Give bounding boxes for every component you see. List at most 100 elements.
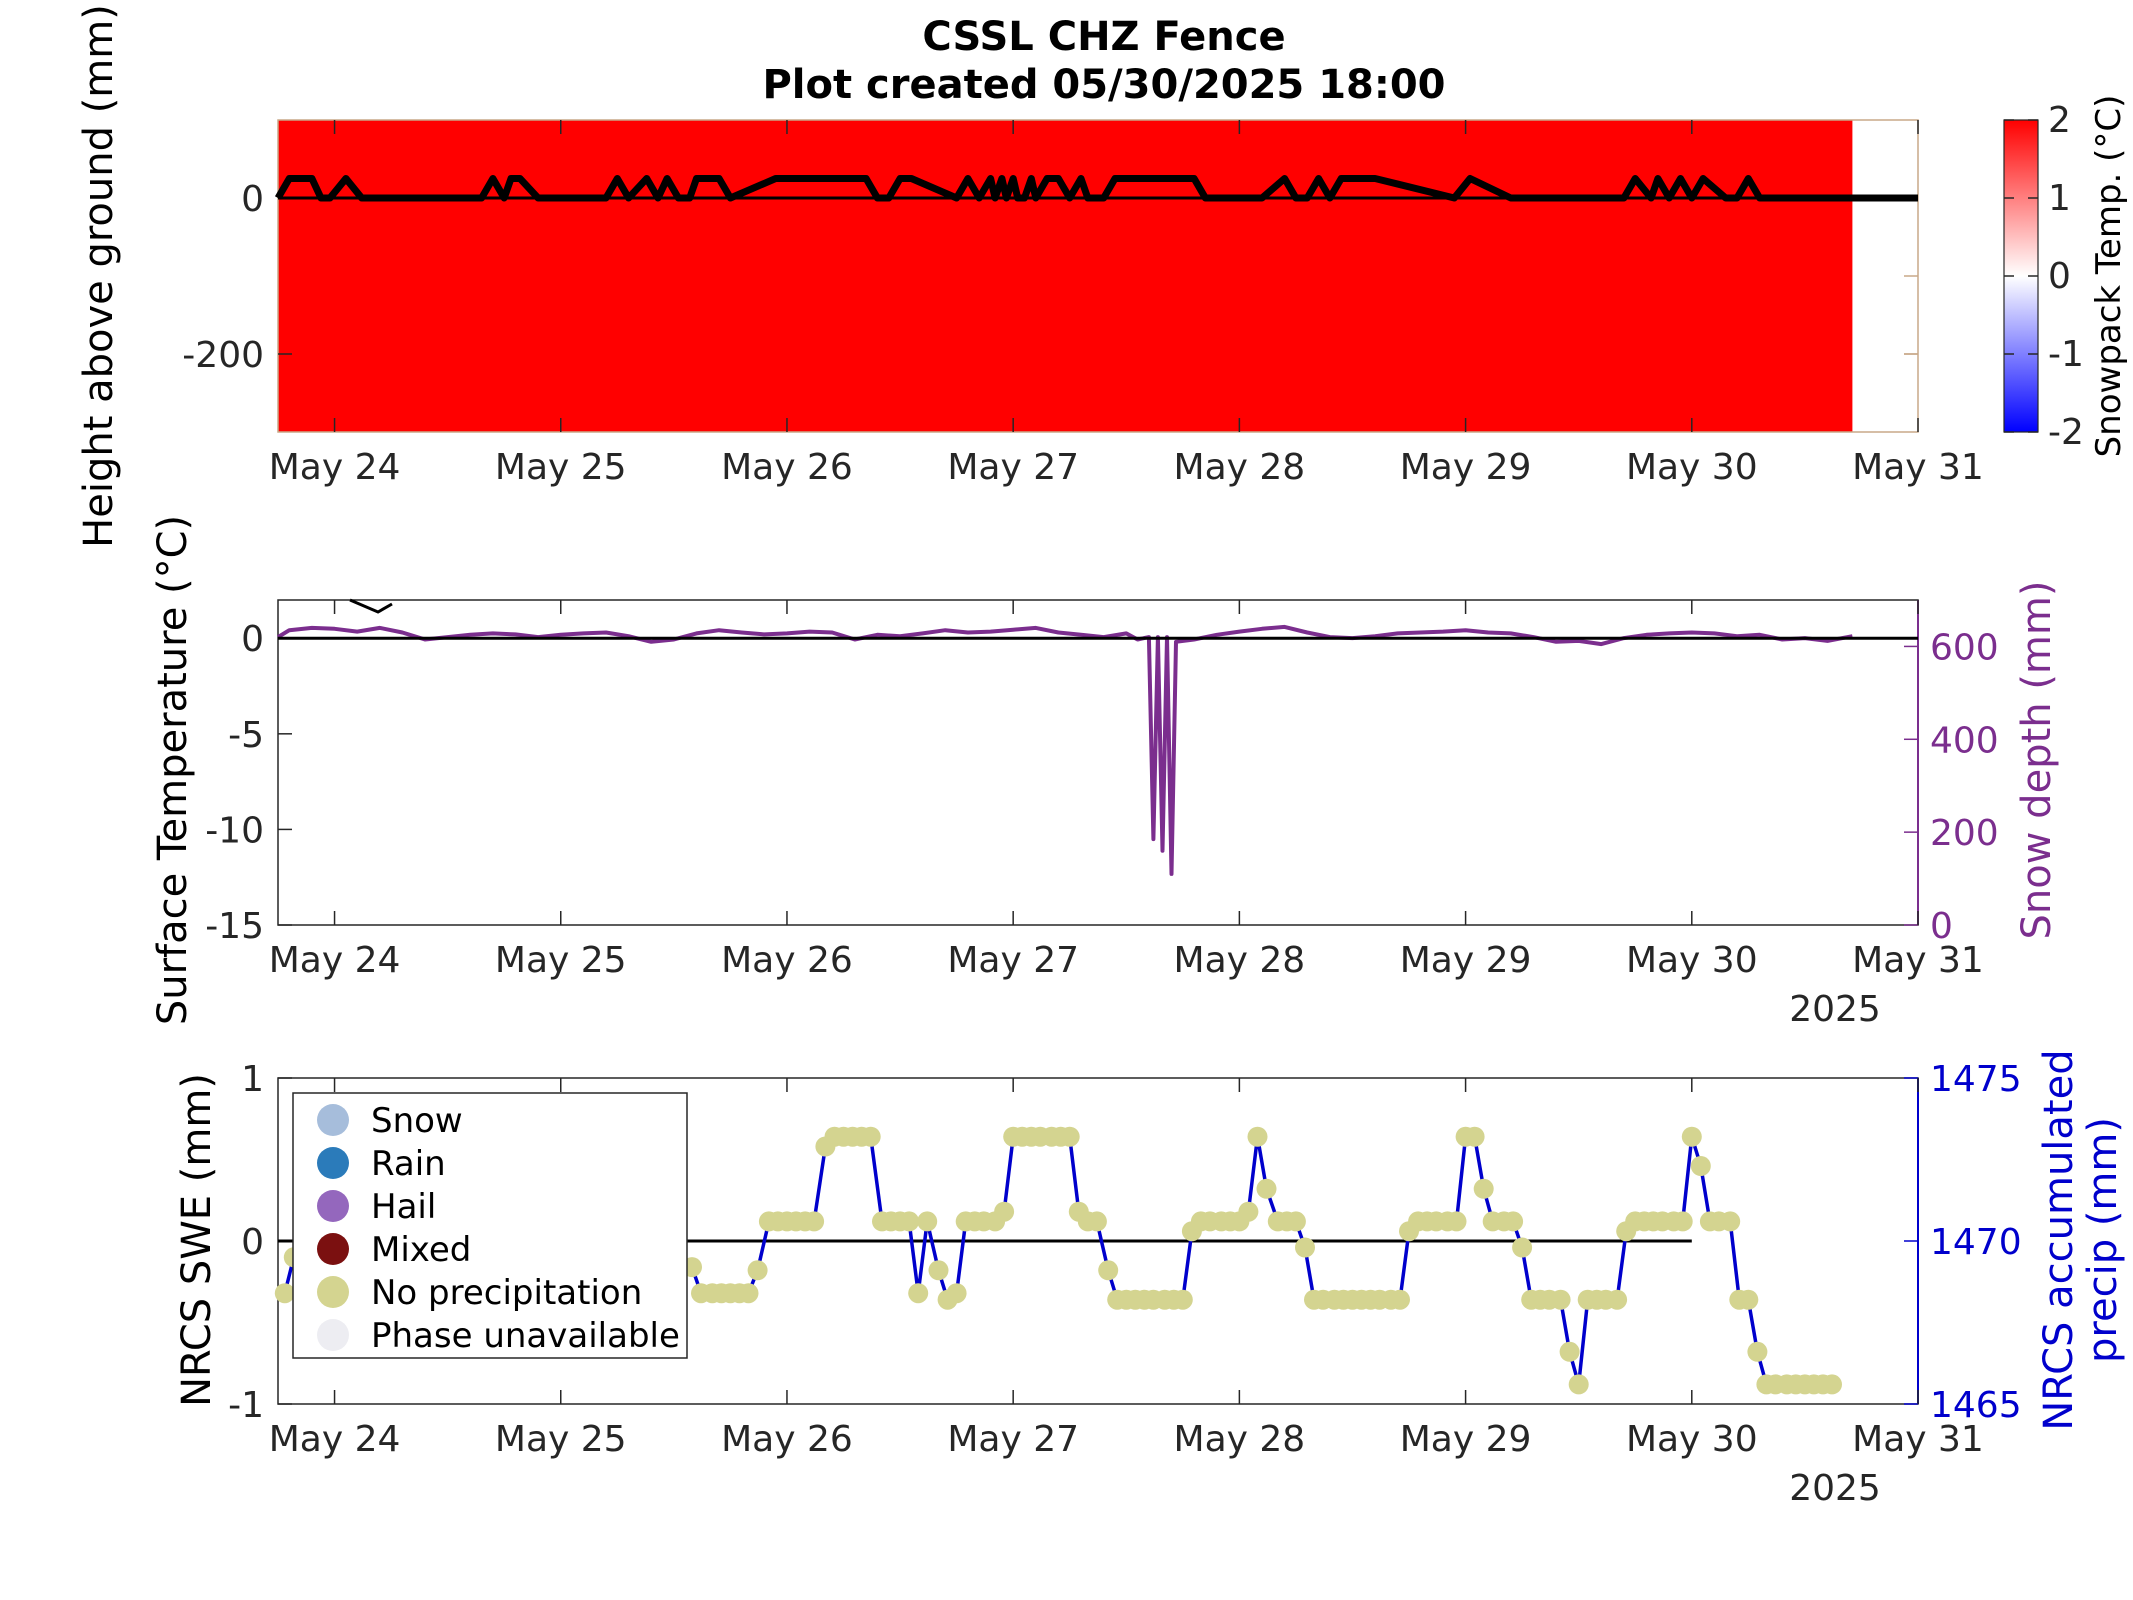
precip-phase-marker [994,1201,1015,1222]
x-tick-label: May 27 [947,1419,1079,1460]
precip-phase-marker [1822,1374,1842,1395]
x-tick-label: May 28 [1174,447,1306,488]
x-tick-label: May 24 [269,447,401,488]
x-tick-label: May 24 [269,1419,401,1460]
y-tick-label: -5 [228,715,264,756]
precip-phase-marker [1738,1289,1759,1310]
precip-phase-marker [1059,1126,1080,1147]
legend-label: Snow [371,1101,463,1141]
figure-subtitle: Plot created 05/30/2025 18:00 [762,62,1445,108]
y-right-tick-label: 400 [1930,720,1999,761]
precip-phase-marker [1690,1156,1711,1176]
y-tick-label: -200 [182,335,264,376]
precip-phase-marker [804,1211,825,1232]
precip-phase-marker [1086,1211,1107,1232]
precip-phase-marker [1247,1126,1268,1147]
legend-marker [317,1276,349,1308]
colorbar-label: Snowpack Temp. (°C) [2089,95,2129,458]
precip-phase-marker [1672,1211,1693,1232]
precip-phase-marker [1238,1201,1259,1222]
x-tick-label: May 31 [1852,940,1984,981]
y-right-tick-label: 200 [1930,813,1999,854]
precip-phase-marker [946,1283,967,1304]
precip-phase-marker [738,1283,759,1304]
legend-label: Mixed [371,1230,471,1270]
snowpack-temp-colorbar: 2 1 0 -1 -2 Snowpack Temp. (°C) [2003,95,2129,458]
y-right-tick-label: 1465 [1930,1385,2022,1426]
legend-label: Hail [371,1187,436,1227]
precip-phase-marker [1256,1178,1277,1199]
y-axis-label: Height above ground (mm) [76,4,122,548]
plot-frame [277,599,1919,926]
precip-phase-marker [1172,1289,1193,1310]
x-tick-label: May 27 [947,940,1079,981]
precip-phase-marker [1681,1126,1702,1147]
y-tick-label: 0 [241,619,264,660]
colorbar-tick-label: -2 [2048,412,2084,453]
x-tick-label: May 30 [1626,1419,1758,1460]
x-tick-label: May 28 [1174,940,1306,981]
precip-phase-marker [1473,1178,1494,1199]
x-tick-label: May 26 [721,447,853,488]
y-right-tick-label: 1470 [1930,1222,2022,1263]
precip-phase-marker [928,1260,949,1281]
colorbar-tick-label: -1 [2048,334,2084,375]
y-right-tick-label: 600 [1930,627,1999,668]
colorbar-tick-label: 2 [2048,100,2071,141]
figure-title: CSSL CHZ Fence [922,14,1285,60]
x-tick-label: May 25 [495,447,627,488]
x-tick-label: May 28 [1174,1419,1306,1460]
precip-phase-marker [860,1126,881,1147]
precip-phase-marker [899,1211,920,1232]
x-tick-label: May 25 [495,1419,627,1460]
y-right-axis-label-line2: precip (mm) [2080,1117,2126,1363]
x-year-label: 2025 [1789,1468,1881,1509]
x-tick-label: May 25 [495,940,627,981]
x-tick-label: May 26 [721,940,853,981]
legend-marker [317,1190,349,1222]
precip-phase-marker [1446,1211,1467,1232]
y-tick-label: -10 [205,810,264,851]
x-tick-label: May 31 [1852,447,1984,488]
x-tick-label: May 30 [1626,447,1758,488]
precip-phase-marker [1720,1211,1741,1232]
snowpack-profile-panel: 0 -200 May 24 May 25 May 26 May 27 May 28 May 2… [76,4,1984,548]
x-tick-label: May 29 [1400,447,1532,488]
y-tick-label: 1 [241,1059,264,1100]
precip-phase-marker [1747,1341,1768,1362]
legend-label: No precipitation [371,1273,642,1313]
colorbar-tick-label: 0 [2048,256,2071,297]
x-tick-label: May 29 [1400,1419,1532,1460]
precip-phase-marker [1512,1237,1533,1258]
y-right-tick-label: 1475 [1930,1059,2022,1100]
x-year-label: 2025 [1789,989,1881,1030]
snowpack-temp-fill [278,120,1853,432]
y-axis-label: Surface Temperature (°C) [150,515,196,1025]
precip-phase-marker [1285,1211,1306,1232]
legend-label: Phase unavailable [371,1316,680,1356]
y-axis-label: NRCS SWE (mm) [174,1073,220,1407]
legend-marker [317,1147,349,1179]
y-tick-label: 0 [241,179,264,220]
precip-phase-marker [747,1260,768,1281]
precip-phase-marker [1098,1260,1119,1281]
snow-depth-line [276,624,1853,876]
y-tick-label: -15 [205,906,264,947]
snow-height-line [274,175,1918,202]
colorbar-tick-label: 1 [2048,178,2071,219]
legend-marker [317,1319,349,1351]
precip-phase-marker [1568,1374,1589,1395]
y-tick-label: 0 [241,1222,264,1263]
x-tick-label: May 29 [1400,940,1532,981]
legend-label: Rain [371,1144,446,1184]
precip-phase-marker [1550,1289,1571,1310]
surface-temperature-panel: 0 -5 -10 -15 600 400 200 0 May 24 May 25 May 26 May… [150,515,2060,1030]
legend-marker [317,1233,349,1265]
x-tick-label: May 24 [269,940,401,981]
y-right-axis-label: Snow depth (mm) [2014,581,2060,940]
precip-phase-marker [917,1211,938,1232]
y-right-tick-label: 0 [1930,906,1953,947]
x-tick-label: May 30 [1626,940,1758,981]
precip-phase-marker [908,1283,929,1304]
legend-marker [317,1104,349,1136]
